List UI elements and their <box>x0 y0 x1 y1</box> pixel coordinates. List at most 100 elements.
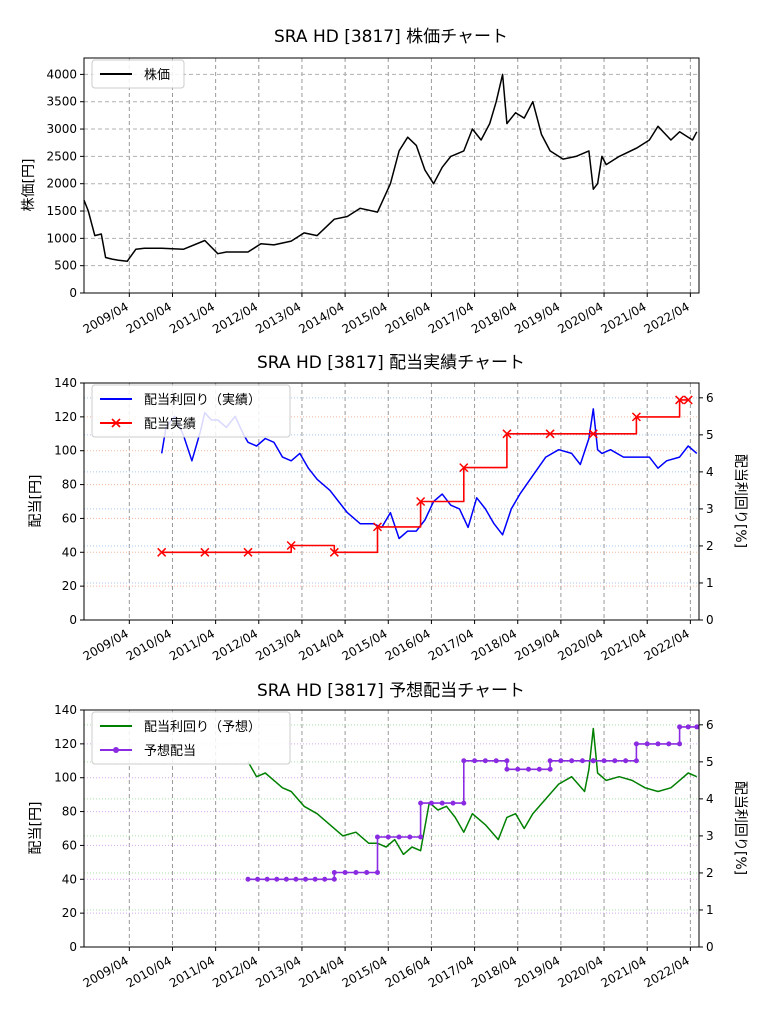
y-tick-label: 3000 <box>46 122 77 136</box>
y-right-tick-label: 6 <box>706 718 714 732</box>
series-marker <box>545 429 555 439</box>
actual-legend-label-yield: 配当利回り（実績） <box>144 392 261 408</box>
series-marker <box>418 800 424 806</box>
y-tick-label: 0 <box>69 286 77 300</box>
series-marker <box>372 522 383 532</box>
actual-dividend-ylabel-right: 配当利回り[%] <box>732 454 748 548</box>
series-marker <box>675 395 685 405</box>
forecast-dividend-ylabel-right: 配当利回り[%] <box>732 781 748 875</box>
series-marker <box>255 876 261 882</box>
series-marker <box>374 834 380 840</box>
series-marker <box>558 758 564 764</box>
series-marker <box>331 876 337 882</box>
series-marker <box>547 766 553 772</box>
series-marker <box>666 741 672 747</box>
price-chart-grid <box>84 58 699 293</box>
y-tick-label: 40 <box>62 545 77 559</box>
series-marker <box>293 876 299 882</box>
series-marker <box>502 429 512 439</box>
series-marker <box>623 758 629 764</box>
y-tick-label: 100 <box>54 444 77 458</box>
series-marker <box>547 758 553 764</box>
series-marker <box>418 834 424 840</box>
series-marker <box>515 766 521 772</box>
actual-dividend-title: SRA HD [3817] 配当実績チャート <box>257 353 525 373</box>
price-chart-series <box>83 73 698 263</box>
series-marker <box>200 547 210 557</box>
actual-legend-marker-dividend <box>111 418 121 428</box>
series-marker <box>569 758 575 764</box>
y-right-tick-label: 5 <box>706 755 714 769</box>
series-marker <box>633 741 639 747</box>
y-tick-label: 20 <box>62 906 77 920</box>
y-right-tick-label: 2 <box>706 539 714 553</box>
y-right-tick-label: 1 <box>706 576 714 590</box>
y-right-tick-label: 2 <box>706 866 714 880</box>
actual-dividend-legend: 配当利回り（実績） 配当実績 <box>91 384 291 438</box>
y-tick-label: 1500 <box>46 204 77 218</box>
price-chart-title: SRA HD [3817] 株価チャート <box>274 27 508 47</box>
series-marker <box>396 834 402 840</box>
series-marker <box>353 870 359 876</box>
series-marker <box>461 800 467 806</box>
series-marker <box>264 876 270 882</box>
series-marker <box>504 766 510 772</box>
series-marker <box>685 724 691 730</box>
forecast-dividend-frame <box>83 709 700 948</box>
forecast-dividend-series <box>245 724 700 882</box>
y-tick-label: 40 <box>62 872 77 886</box>
series-marker <box>677 741 683 747</box>
actual-dividend-ylabel: 配当[円] <box>28 475 44 528</box>
series-marker <box>243 547 253 557</box>
series-marker <box>364 870 370 876</box>
forecast-legend-label-dividend: 予想配当 <box>144 743 196 759</box>
y-tick-label: 140 <box>54 703 77 717</box>
y-tick-label: 2000 <box>46 177 77 191</box>
y-right-tick-label: 3 <box>706 502 714 516</box>
y-right-tick-label: 0 <box>706 613 714 627</box>
series-marker <box>283 876 289 882</box>
series-marker <box>322 876 328 882</box>
series-marker <box>536 766 542 772</box>
series-marker <box>683 395 693 405</box>
y-tick-label: 4000 <box>46 67 77 81</box>
y-tick-label: 140 <box>54 376 77 390</box>
forecast-dividend-legend: 配当利回り（予想） 予想配当 <box>91 711 291 765</box>
y-right-tick-label: 6 <box>706 391 714 405</box>
forecast-dividend-ylabel: 配当[円] <box>28 802 44 855</box>
series-marker <box>245 876 251 882</box>
forecast-dividend-grid <box>84 709 699 947</box>
series-marker <box>633 758 639 764</box>
actual-dividend-frame <box>83 382 700 621</box>
series-marker <box>385 834 391 840</box>
series-marker <box>416 496 426 507</box>
series-marker <box>504 758 510 764</box>
y-right-tick-label: 1 <box>706 903 714 917</box>
price-chart-frame <box>83 57 700 294</box>
series-marker <box>579 758 585 764</box>
actual-legend-label-dividend: 配当実績 <box>144 416 196 432</box>
series-marker <box>428 800 434 806</box>
series-marker <box>331 870 337 876</box>
series-marker <box>374 870 380 876</box>
y-tick-label: 80 <box>62 805 77 819</box>
series-marker <box>286 540 296 551</box>
y-right-tick-label: 0 <box>706 940 714 954</box>
series-marker <box>655 741 661 747</box>
y-right-tick-label: 4 <box>706 792 714 806</box>
y-tick-label: 100 <box>54 771 77 785</box>
series-marker <box>157 547 167 557</box>
series-marker <box>493 758 499 764</box>
series-marker <box>601 758 607 764</box>
y-tick-label: 0 <box>69 940 77 954</box>
y-tick-label: 0 <box>69 613 77 627</box>
series-marker <box>461 758 467 764</box>
series-line-1 <box>161 399 689 554</box>
forecast-legend-label-yield: 配当利回り（予想） <box>144 719 261 735</box>
series-marker <box>590 758 596 764</box>
series-marker <box>631 412 641 422</box>
series-line-0 <box>247 727 698 856</box>
series-marker <box>482 758 488 764</box>
y-tick-label: 120 <box>54 410 77 424</box>
series-marker <box>588 429 598 439</box>
